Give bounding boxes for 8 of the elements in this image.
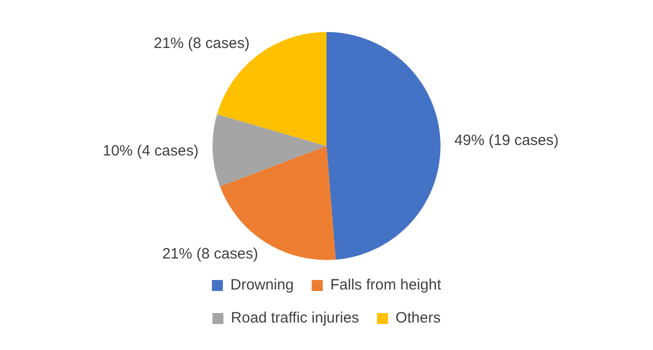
- legend-label: Falls from height: [330, 276, 442, 294]
- legend-label: Road traffic injuries: [230, 310, 360, 327]
- data-label: 10% (4 cases): [102, 142, 199, 160]
- legend-label: Others: [396, 310, 441, 327]
- data-label: 21% (8 cases): [162, 245, 258, 262]
- data-label: 21% (8 cases): [154, 34, 250, 52]
- legend-label: Drowning: [230, 276, 294, 294]
- data-label: 49% (19 cases): [454, 132, 559, 149]
